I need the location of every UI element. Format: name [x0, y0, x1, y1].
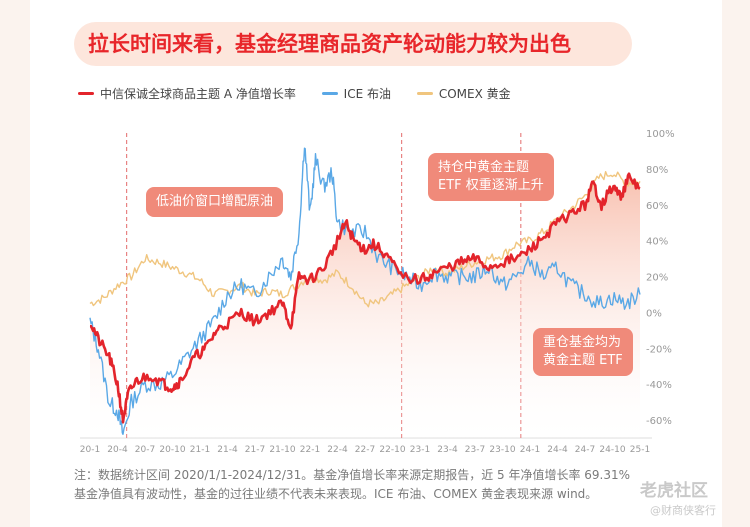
legend-item-gold: COMEX 黄金	[416, 85, 511, 102]
legend-swatch-oil	[321, 92, 338, 95]
watermark-community: 老虎社区	[640, 481, 708, 501]
y-tick-label: 80%	[646, 165, 668, 176]
y-tick-label: -40%	[646, 380, 672, 391]
y-tick-label: 100%	[646, 129, 675, 140]
x-tick-label: 23-1	[410, 445, 430, 455]
y-tick-label: 20%	[646, 273, 668, 284]
legend: 中信保诚全球商品主题 A 净值增长率 ICE 布油 COMEX 黄金	[78, 84, 533, 102]
y-tick-label: 60%	[646, 201, 668, 212]
series-line-gold	[89, 171, 641, 308]
legend-swatch-gold	[416, 92, 433, 95]
y-tick-label: 40%	[646, 237, 668, 248]
footnote-line2: 基金净值具有波动性，基金的过往业绩不代表未来表现。ICE 布油、COMEX 黄金…	[74, 487, 598, 501]
x-tick-label: 23-7	[465, 445, 485, 455]
x-tick-label: 22-1	[300, 445, 320, 455]
x-tick-label: 20-1	[80, 445, 100, 455]
x-tick-label: 21-10	[269, 445, 295, 455]
legend-label-fund: 中信保诚全球商品主题 A 净值增长率	[100, 87, 296, 101]
callout-gold-etf-line1: 重仓基金均为	[543, 335, 622, 350]
x-tick-label: 25-1	[630, 445, 650, 455]
callout-gold-weight: 持仓中黄金主题 ETF 权重逐渐上升	[428, 153, 554, 201]
chart-title: 拉长时间来看，基金经理商品资产轮动能力较为出色	[74, 22, 632, 66]
y-tick-label: -20%	[646, 344, 672, 355]
footnote-line1: 注：数据统计区间 2020/1/1-2024/12/31。基金净值增长率来源定期…	[74, 468, 631, 482]
legend-item-fund: 中信保诚全球商品主题 A 净值增长率	[78, 85, 296, 102]
x-tick-label: 22-7	[355, 445, 375, 455]
callout-oil-window: 低油价窗口增配原油	[146, 187, 284, 217]
x-tick-label: 20-7	[135, 445, 155, 455]
x-tick-label: 20-4	[107, 445, 128, 455]
series-line-fund	[89, 172, 641, 424]
legend-label-gold: COMEX 黄金	[438, 87, 511, 101]
x-tick-label: 21-7	[245, 445, 265, 455]
x-tick-label: 21-4	[217, 445, 238, 455]
fund-area	[90, 173, 640, 438]
x-tick-label: 24-1	[520, 445, 540, 455]
legend-swatch-fund	[78, 92, 94, 95]
callout-oil-window-text: 低油价窗口增配原油	[156, 194, 274, 209]
footnote: 注：数据统计区间 2020/1/1-2024/12/31。基金净值增长率来源定期…	[74, 466, 674, 504]
x-tick-label: 24-10	[599, 445, 625, 455]
x-tick-label: 20-10	[159, 445, 185, 455]
x-tick-label: 21-1	[190, 445, 210, 455]
y-tick-label: -60%	[646, 416, 672, 427]
callout-gold-weight-line1: 持仓中黄金主题	[438, 160, 530, 175]
x-tick-label: 24-4	[547, 445, 568, 455]
legend-label-oil: ICE 布油	[343, 87, 391, 101]
x-tick-label: 24-7	[575, 445, 595, 455]
y-tick-label: 0%	[646, 308, 662, 319]
callout-gold-etf: 重仓基金均为 黄金主题 ETF	[533, 328, 633, 376]
series-line-oil	[89, 147, 641, 435]
callout-gold-weight-line2: ETF 权重逐渐上升	[438, 178, 544, 193]
x-tick-label: 23-4	[437, 445, 458, 455]
legend-item-oil: ICE 布油	[321, 85, 391, 102]
watermark-author: @财商侠客行	[650, 504, 716, 517]
x-tick-label: 22-10	[379, 445, 405, 455]
callout-gold-etf-line2: 黄金主题 ETF	[543, 353, 623, 368]
x-tick-label: 23-10	[489, 445, 515, 455]
x-tick-label: 22-4	[327, 445, 348, 455]
